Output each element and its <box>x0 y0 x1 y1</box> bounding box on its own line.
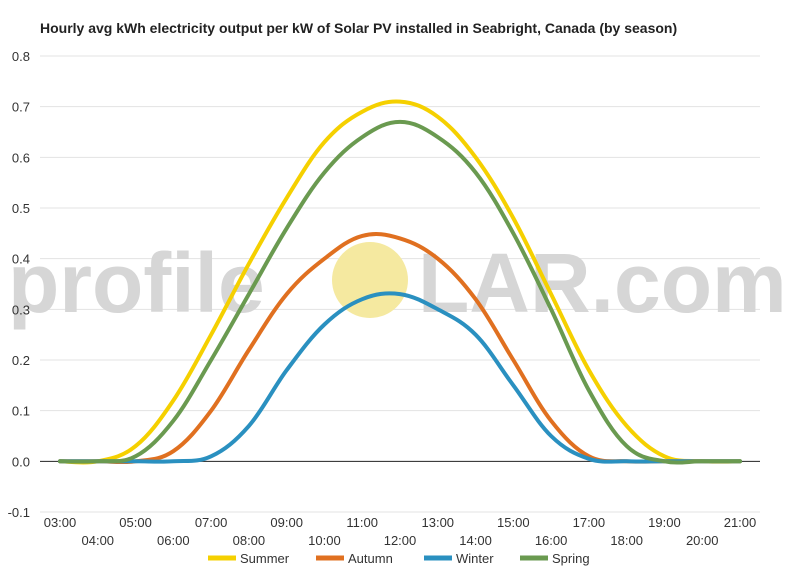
y-tick-label: 0.2 <box>12 353 30 368</box>
x-tick-label: 20:00 <box>686 533 719 548</box>
x-tick-label: 05:00 <box>119 515 152 530</box>
x-axis-ticks: 03:00 04:00 05:00 06:00 07:00 08:00 09:00 10:00… <box>44 515 757 548</box>
x-tick-label: 19:00 <box>648 515 681 530</box>
watermark: profile LAR.com <box>8 236 787 330</box>
legend-label-spring: Spring <box>552 551 590 566</box>
series-line-summer <box>58 99 742 465</box>
x-tick-label: 12:00 <box>384 533 417 548</box>
legend-label-summer: Summer <box>240 551 290 566</box>
x-tick-label: 08:00 <box>233 533 266 548</box>
x-tick-label: 07:00 <box>195 515 228 530</box>
watermark-text-left: profile <box>8 236 265 330</box>
watermark-text-right: LAR.com <box>418 236 787 330</box>
series-line-winter <box>58 291 742 464</box>
y-tick-label: -0.1 <box>8 505 30 520</box>
x-tick-label: 13:00 <box>422 515 455 530</box>
series-lines <box>58 99 742 465</box>
y-axis-ticks: -0.1 0.0 0.1 0.2 0.3 0.4 0.5 0.6 0.7 0.8 <box>8 49 30 520</box>
x-tick-label: 04:00 <box>82 533 115 548</box>
watermark-sun-icon <box>332 242 408 318</box>
x-tick-label: 21:00 <box>724 515 757 530</box>
legend-label-autumn: Autumn <box>348 551 393 566</box>
x-tick-label: 16:00 <box>535 533 568 548</box>
x-tick-label: 17:00 <box>573 515 606 530</box>
y-tick-label: 0.5 <box>12 201 30 216</box>
chart-title: Hourly avg kWh electricity output per kW… <box>40 20 677 36</box>
y-tick-label: 0.7 <box>12 100 30 115</box>
series-line-spring <box>58 119 742 465</box>
legend-label-winter: Winter <box>456 551 494 566</box>
legend: Summer Autumn Winter Spring <box>208 551 590 566</box>
y-tick-label: 0.1 <box>12 404 30 419</box>
x-tick-label: 10:00 <box>308 533 341 548</box>
y-tick-label: 0.8 <box>12 49 30 64</box>
y-tick-label: 0.6 <box>12 150 30 165</box>
x-tick-label: 11:00 <box>346 515 378 530</box>
y-tick-label: 0.0 <box>12 454 30 469</box>
y-tick-label: 0.4 <box>12 252 30 267</box>
x-tick-label: 15:00 <box>497 515 530 530</box>
y-tick-label: 0.3 <box>12 302 30 317</box>
x-tick-label: 03:00 <box>44 515 77 530</box>
x-tick-label: 06:00 <box>157 533 190 548</box>
x-tick-label: 14:00 <box>459 533 492 548</box>
x-tick-label: 09:00 <box>270 515 303 530</box>
x-tick-label: 18:00 <box>610 533 643 548</box>
